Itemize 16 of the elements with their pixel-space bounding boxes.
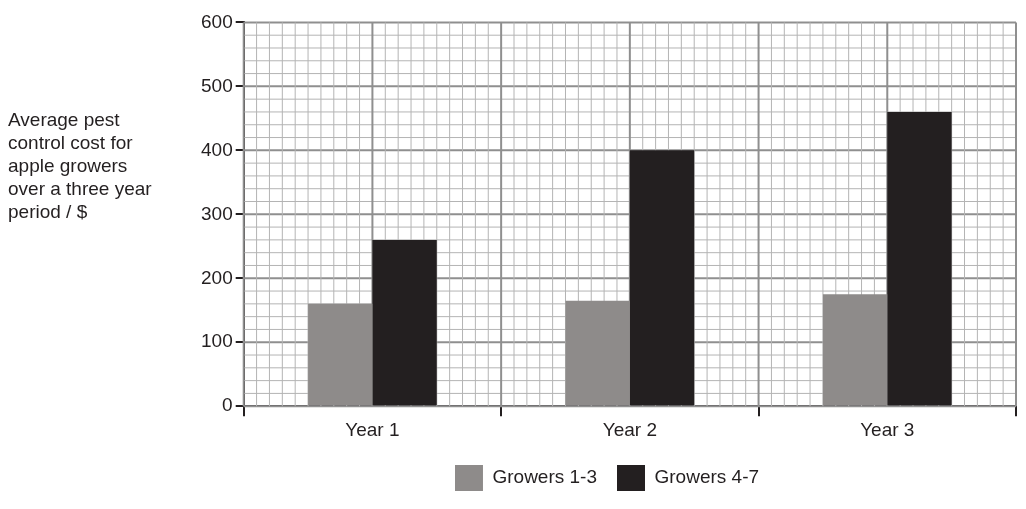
- legend-label: Growers 4-7: [654, 466, 760, 488]
- y-tick-label: 400: [201, 138, 233, 160]
- y-tick-label: 500: [201, 74, 233, 96]
- y-tick-label: 100: [201, 330, 233, 352]
- bar: [372, 239, 437, 406]
- bar: [887, 111, 952, 406]
- x-tick-label: Year 1: [345, 418, 400, 440]
- x-tick-label: Year 2: [602, 418, 657, 440]
- y-tick-label: 0: [222, 394, 233, 416]
- legend-label: Growers 1-3: [492, 466, 597, 488]
- bar: [629, 150, 695, 406]
- x-tick-label: Year 3: [860, 418, 915, 440]
- y-tick-label: 300: [201, 202, 233, 224]
- y-tick-label: 600: [201, 10, 233, 32]
- y-axis-title: Average pest control cost for apple growers over a three year period / $: [8, 108, 153, 223]
- y-tick-label: 200: [201, 266, 233, 288]
